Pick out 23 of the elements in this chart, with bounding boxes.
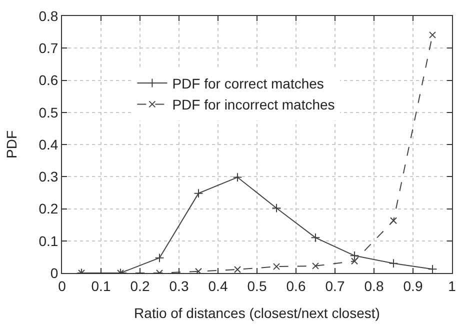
x-tick-label: 0.9 xyxy=(403,278,423,294)
x-tick-label: 0.8 xyxy=(364,278,384,294)
x-tick-label: 0.5 xyxy=(247,278,267,294)
x-tick-label: 0.4 xyxy=(208,278,228,294)
x-tick-label: 0.1 xyxy=(91,278,111,294)
x-axis-title: Ratio of distances (closest/next closest) xyxy=(134,305,380,322)
x-tick-label: 0.7 xyxy=(325,278,345,294)
y-tick-label: 0.1 xyxy=(38,232,58,249)
y-tick-label: 0.2 xyxy=(38,200,58,217)
y-axis-title: PDF xyxy=(3,130,20,158)
x-tick-label: 1 xyxy=(448,278,456,294)
y-tick-label: 0.8 xyxy=(38,8,58,24)
y-tick-label: 0.3 xyxy=(38,168,58,185)
y-tick-label: 0.7 xyxy=(38,40,58,56)
legend-label: PDF for correct matches xyxy=(172,75,324,92)
x-tick-label: 0.6 xyxy=(286,278,306,294)
legend-label: PDF for incorrect matches xyxy=(172,96,335,113)
x-tick-label: 0.2 xyxy=(130,278,150,294)
y-tick-label: 0.6 xyxy=(38,72,58,88)
x-tick-label: 0.3 xyxy=(169,278,189,294)
y-tick-label: 0 xyxy=(50,264,58,281)
y-tick-label: 0.5 xyxy=(38,104,58,120)
y-tick-label: 0.4 xyxy=(38,136,58,152)
